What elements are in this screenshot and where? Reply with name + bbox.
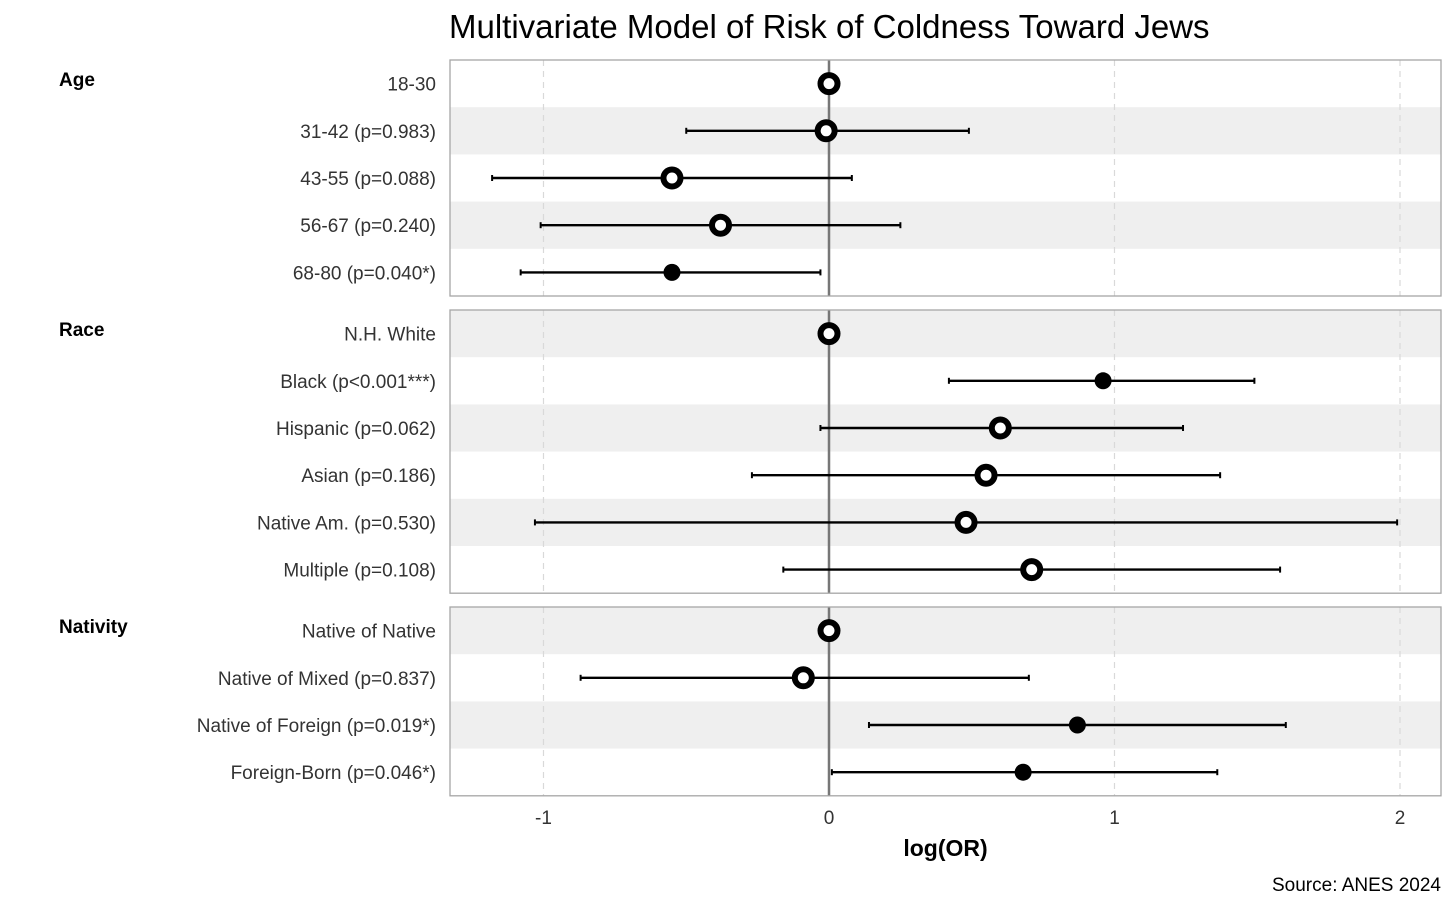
row-shade: [450, 310, 1441, 358]
row-label: 68-80 (p=0.040*): [293, 263, 436, 284]
point-estimate-filled: [1094, 372, 1112, 390]
panel-race: Race N.H. White Black (p<0.001***) Hispanic…: [59, 309, 1442, 594]
group-label: Nativity: [59, 617, 128, 638]
point-estimate-hollow: [1020, 558, 1044, 582]
row-label: Native of Foreign (p=0.019*): [197, 716, 436, 737]
panel-age: Age 18-30 31-42 (p=0.983) 43-55 (p=0.088) 56…: [59, 59, 1442, 297]
row-label: Hispanic (p=0.062): [276, 419, 436, 440]
point-estimate-hollow: [817, 322, 841, 346]
row-label: Asian (p=0.186): [301, 466, 436, 487]
panels: Age 18-30 31-42 (p=0.983) 43-55 (p=0.088) 56…: [59, 59, 1442, 797]
x-axis-label: log(OR): [903, 835, 987, 861]
row-label: Native of Mixed (p=0.837): [218, 669, 436, 690]
point-estimate-hollow: [817, 72, 841, 96]
point-estimate-hollow: [988, 416, 1012, 440]
point-estimate-filled: [663, 263, 681, 281]
row-label: Foreign-Born (p=0.046*): [231, 763, 436, 784]
panel-border: [449, 309, 1442, 594]
x-axis: -1 0 1 2: [535, 808, 1405, 829]
x-tick-label: 0: [824, 808, 835, 829]
source-caption: Source: ANES 2024: [1272, 875, 1441, 896]
point-estimate-hollow: [791, 666, 815, 690]
row-label: 56-67 (p=0.240): [300, 216, 436, 237]
row-label: Native Am. (p=0.530): [257, 513, 436, 534]
point-estimate-hollow: [814, 119, 838, 143]
panel-border: [449, 59, 1442, 297]
x-tick-label: 1: [1109, 808, 1120, 829]
row-label: Black (p<0.001***): [280, 372, 436, 393]
point-estimate-hollow: [817, 619, 841, 643]
row-label: Native of Native: [302, 622, 436, 643]
group-label: Age: [59, 70, 95, 91]
row-shade: [450, 607, 1441, 655]
point-estimate-hollow: [660, 166, 684, 190]
panel-nativity: Nativity Native of Native Native of Mixed …: [59, 606, 1442, 797]
point-estimate-hollow: [974, 463, 998, 487]
row-label: N.H. White: [344, 325, 436, 346]
row-label: 43-55 (p=0.088): [300, 169, 436, 190]
panel-border: [449, 606, 1442, 797]
row-label: 31-42 (p=0.983): [300, 122, 436, 143]
chart-title: Multivariate Model of Risk of Coldness T…: [449, 8, 1210, 45]
row-label: Multiple (p=0.108): [283, 561, 436, 582]
point-estimate-hollow: [709, 213, 733, 237]
row-label: 18-30: [387, 75, 436, 96]
group-label: Race: [59, 320, 104, 341]
point-estimate-filled: [1014, 763, 1032, 781]
x-tick-label: -1: [535, 808, 552, 829]
x-tick-label: 2: [1395, 808, 1406, 829]
point-estimate-hollow: [954, 510, 978, 534]
point-estimate-filled: [1068, 716, 1086, 734]
